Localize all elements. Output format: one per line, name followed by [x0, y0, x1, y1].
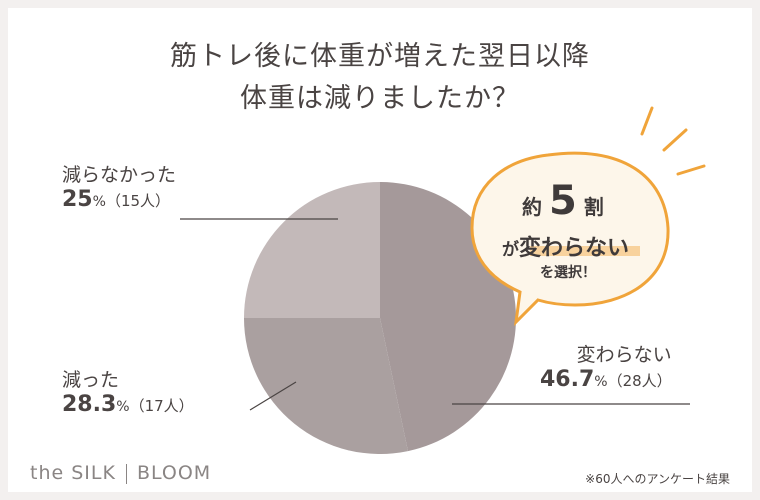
label-nochange-name: 変わらない	[576, 344, 672, 366]
chart-title-line1: 筋トレ後に体重が増えた翌日以降	[170, 41, 590, 72]
percent-unit: %	[116, 399, 130, 415]
chart-title-line2: 体重は減りましたか？	[240, 83, 520, 114]
footnote: ※60人へのアンケート結果	[585, 472, 730, 486]
accent-stroke-2	[662, 128, 688, 152]
brand-logo: the SILK BLOOM	[30, 462, 211, 484]
label-decrease: 減った 28.3%（17人）	[62, 365, 194, 417]
highlight-bar	[530, 246, 640, 256]
badge-bubble	[470, 151, 670, 327]
label-nodecrease-name: 減らなかった	[62, 164, 177, 186]
accent-stroke-3	[676, 164, 706, 176]
label-nodecrease: 減らなかった 25%（15人）	[62, 160, 176, 212]
label-decrease-name: 減った	[62, 369, 120, 391]
brand-left: the SILK	[30, 462, 116, 484]
label-nochange-count: （28人）	[607, 372, 672, 390]
badge	[470, 106, 706, 327]
label-decrease-percent: 28.3	[62, 392, 117, 417]
slice-decrease	[244, 318, 408, 454]
brand-right: BLOOM	[136, 462, 212, 484]
label-decrease-count: （17人）	[129, 397, 194, 415]
label-nochange-percent: 46.7	[540, 367, 595, 392]
label-nodecrease-count: （15人）	[105, 192, 171, 210]
percent-unit: %	[92, 194, 106, 210]
leader-line-decrease	[249, 381, 297, 411]
label-nodecrease-percent: 25	[62, 187, 93, 212]
percent-unit: %	[594, 374, 608, 390]
label-nochange: 変わらない 46.7%（28人）	[540, 340, 672, 392]
accent-stroke-1	[640, 106, 654, 136]
brand-divider	[125, 463, 127, 484]
slice-nodecrease	[244, 182, 380, 318]
